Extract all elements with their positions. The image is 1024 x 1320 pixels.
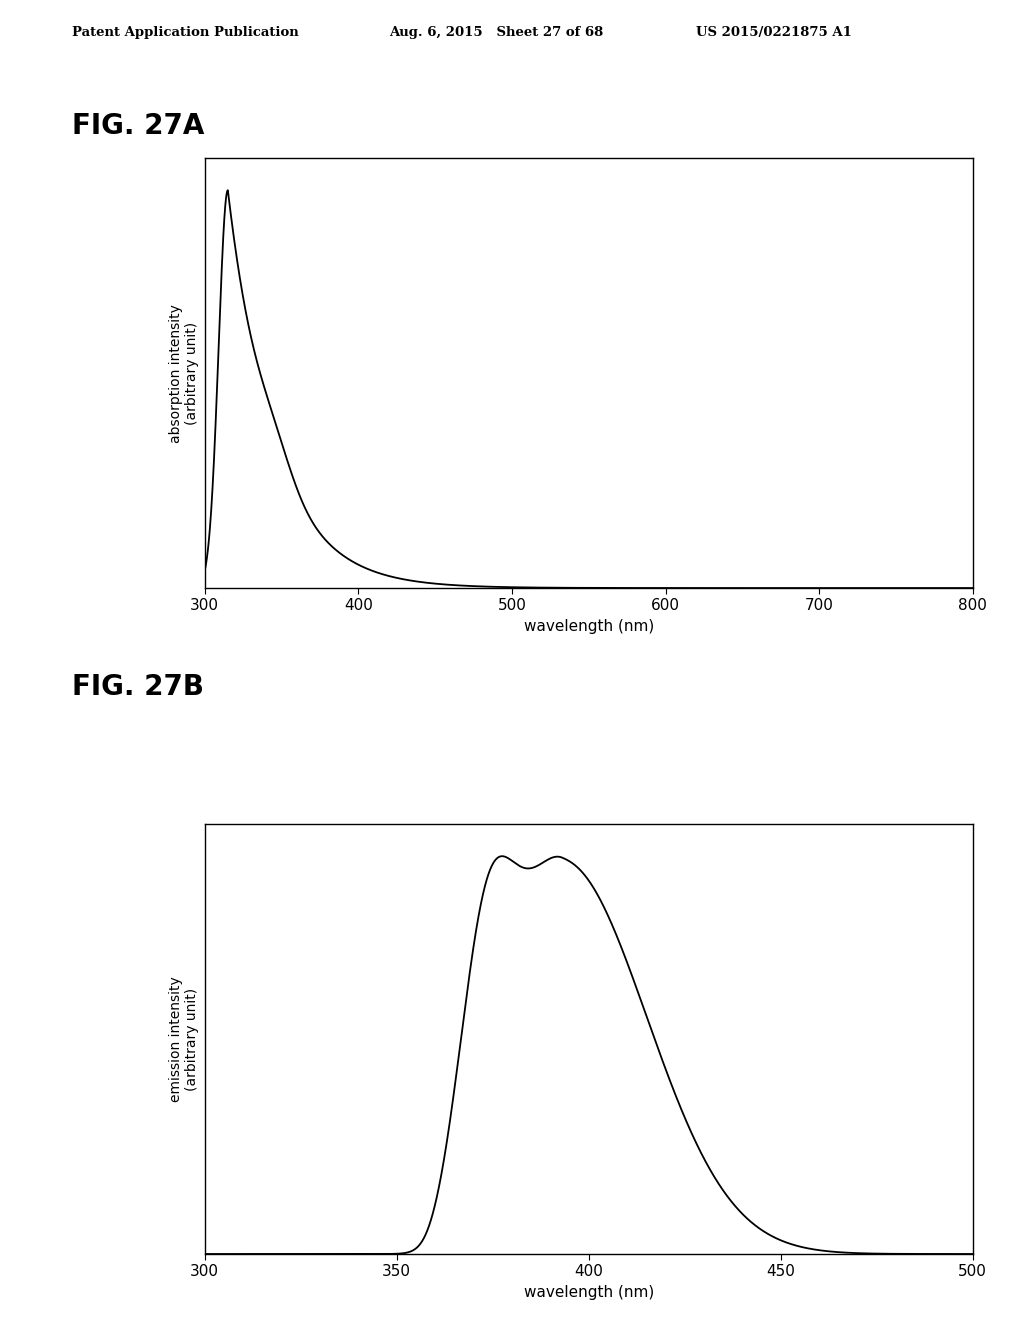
Y-axis label: emission intensity
(arbitrary unit): emission intensity (arbitrary unit) [169, 977, 200, 1102]
Y-axis label: absorption intensity
(arbitrary unit): absorption intensity (arbitrary unit) [169, 304, 200, 442]
X-axis label: wavelength (nm): wavelength (nm) [523, 1284, 654, 1300]
Text: US 2015/0221875 A1: US 2015/0221875 A1 [696, 26, 852, 40]
Text: FIG. 27A: FIG. 27A [72, 112, 204, 140]
Text: Patent Application Publication: Patent Application Publication [72, 26, 298, 40]
Text: Aug. 6, 2015   Sheet 27 of 68: Aug. 6, 2015 Sheet 27 of 68 [389, 26, 603, 40]
Text: FIG. 27B: FIG. 27B [72, 673, 204, 701]
X-axis label: wavelength (nm): wavelength (nm) [523, 619, 654, 634]
